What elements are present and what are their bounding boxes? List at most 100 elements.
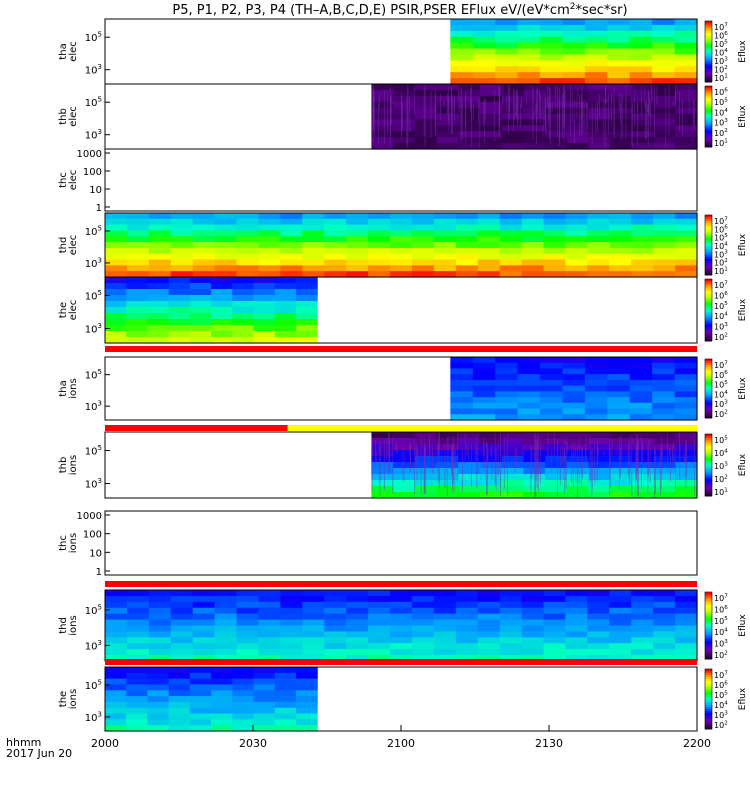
spectrogram-cell bbox=[477, 637, 501, 644]
spectrogram-cell bbox=[105, 637, 128, 644]
spectrogram-cell bbox=[214, 265, 238, 272]
spectrogram-cell bbox=[436, 444, 459, 451]
spectrogram-cell bbox=[501, 432, 524, 439]
spectrogram-cell bbox=[192, 631, 216, 638]
spectrogram-cell bbox=[517, 368, 541, 375]
y-tick-label: 103 bbox=[85, 63, 102, 77]
spectrogram-cell bbox=[393, 125, 416, 132]
spectrogram-cell bbox=[523, 474, 546, 481]
spectrogram-cell bbox=[523, 137, 546, 144]
spectrogram-cell bbox=[675, 265, 698, 272]
spectrogram-cell bbox=[588, 84, 611, 91]
spectrogram-cell bbox=[629, 374, 653, 381]
spectrogram-cell bbox=[631, 631, 654, 638]
colorbar-tick-label: 105 bbox=[714, 39, 728, 49]
spectrogram-cell bbox=[390, 259, 413, 266]
spectrogram-cell bbox=[105, 301, 127, 308]
spectrogram-cell bbox=[390, 213, 413, 220]
spectrogram-cell bbox=[346, 595, 369, 603]
spectrogram-cell bbox=[610, 468, 633, 475]
spectrogram-cell bbox=[631, 474, 655, 481]
spectrogram-cell bbox=[346, 613, 369, 621]
spectrogram-cell bbox=[584, 48, 608, 56]
spectrogram-cell bbox=[414, 131, 438, 138]
spectrogram-cell bbox=[148, 637, 172, 644]
colorbar-swatch bbox=[705, 63, 712, 67]
spectrogram-cell bbox=[211, 295, 233, 302]
spectrogram-cell bbox=[274, 725, 297, 732]
spectrogram-cell bbox=[105, 655, 128, 662]
spectrogram-cell bbox=[147, 283, 170, 290]
spectrogram-cell bbox=[566, 444, 590, 451]
spectrogram-cell bbox=[436, 84, 459, 91]
spectrogram-cell bbox=[295, 696, 318, 703]
spectrogram-cell bbox=[652, 72, 676, 79]
spectrogram-cell bbox=[170, 619, 194, 627]
colorbar-tick-label: 104 bbox=[714, 390, 728, 400]
colorbar-swatch bbox=[705, 398, 712, 401]
spectrogram-cell bbox=[302, 253, 325, 261]
colorbar-swatch bbox=[705, 322, 712, 325]
spectrogram-cell bbox=[211, 707, 233, 715]
spectrogram-cell bbox=[652, 54, 676, 61]
spectrogram-cell bbox=[543, 607, 567, 615]
colorbar-swatch bbox=[705, 235, 712, 238]
spectrogram-cell bbox=[253, 295, 276, 302]
spectrogram-cell bbox=[258, 595, 282, 603]
spectrogram-cell bbox=[521, 213, 545, 220]
spectrogram-cell bbox=[450, 402, 474, 410]
spectrogram-cell bbox=[652, 391, 676, 398]
spectrogram-cell bbox=[450, 78, 474, 85]
spectrogram-cell bbox=[472, 357, 496, 364]
spectrogram-cell bbox=[346, 619, 369, 627]
spectrogram-cell bbox=[126, 667, 149, 674]
spectrogram-cell bbox=[433, 619, 457, 627]
spectrogram-cell bbox=[192, 619, 216, 627]
spectrogram-cell bbox=[566, 95, 590, 103]
colorbar-swatch bbox=[705, 53, 712, 57]
spectrogram-cell bbox=[675, 84, 698, 91]
spectrogram-cell bbox=[652, 385, 676, 392]
spectrogram-cell bbox=[189, 331, 212, 338]
spectrogram-cell bbox=[192, 643, 216, 650]
spectrogram-cell bbox=[393, 95, 416, 103]
spectrogram-cell bbox=[545, 456, 568, 463]
spectrogram-cell bbox=[565, 625, 588, 633]
spectrogram-cell bbox=[674, 397, 698, 404]
spectrogram-cell bbox=[346, 655, 369, 662]
spectrogram-cell bbox=[653, 224, 676, 232]
spectrogram-cell bbox=[214, 631, 238, 638]
spectrogram-cell bbox=[105, 319, 127, 326]
spectrogram-cell bbox=[607, 72, 631, 79]
spectrogram-cell bbox=[566, 486, 590, 493]
colorbar-swatch bbox=[705, 408, 712, 411]
spectrogram-cell bbox=[675, 213, 698, 220]
spectrogram-cell bbox=[414, 137, 438, 144]
spectrogram-cell bbox=[631, 613, 654, 621]
spectrogram-the_ions bbox=[105, 667, 318, 732]
spectrogram-cell bbox=[433, 213, 457, 220]
spectrogram-cell bbox=[105, 213, 128, 220]
colorbar-swatch bbox=[705, 596, 712, 600]
spectrogram-cell bbox=[477, 236, 501, 243]
spectrogram-cell bbox=[274, 283, 297, 290]
spectrogram-cell bbox=[477, 259, 501, 266]
spectrogram-cell bbox=[258, 259, 282, 266]
y-tick-label: 100 bbox=[83, 167, 102, 178]
spectrogram-cell bbox=[675, 595, 698, 603]
spectrogram-cell bbox=[517, 357, 541, 364]
spectrogram-cell bbox=[472, 72, 496, 79]
colorbar-swatch bbox=[705, 456, 712, 460]
spectrogram-cell bbox=[540, 60, 564, 67]
spectrogram-cell bbox=[126, 696, 149, 703]
colorbar-swatch bbox=[705, 723, 712, 726]
spectrogram-cell bbox=[495, 357, 519, 364]
spectrogram-cell bbox=[368, 607, 391, 615]
spectrogram-cell bbox=[675, 643, 698, 650]
spectrogram-cell bbox=[545, 432, 568, 439]
spectrogram-cell bbox=[631, 265, 654, 272]
spectrogram-cell bbox=[566, 480, 590, 487]
spectrogram-cell bbox=[631, 480, 655, 487]
